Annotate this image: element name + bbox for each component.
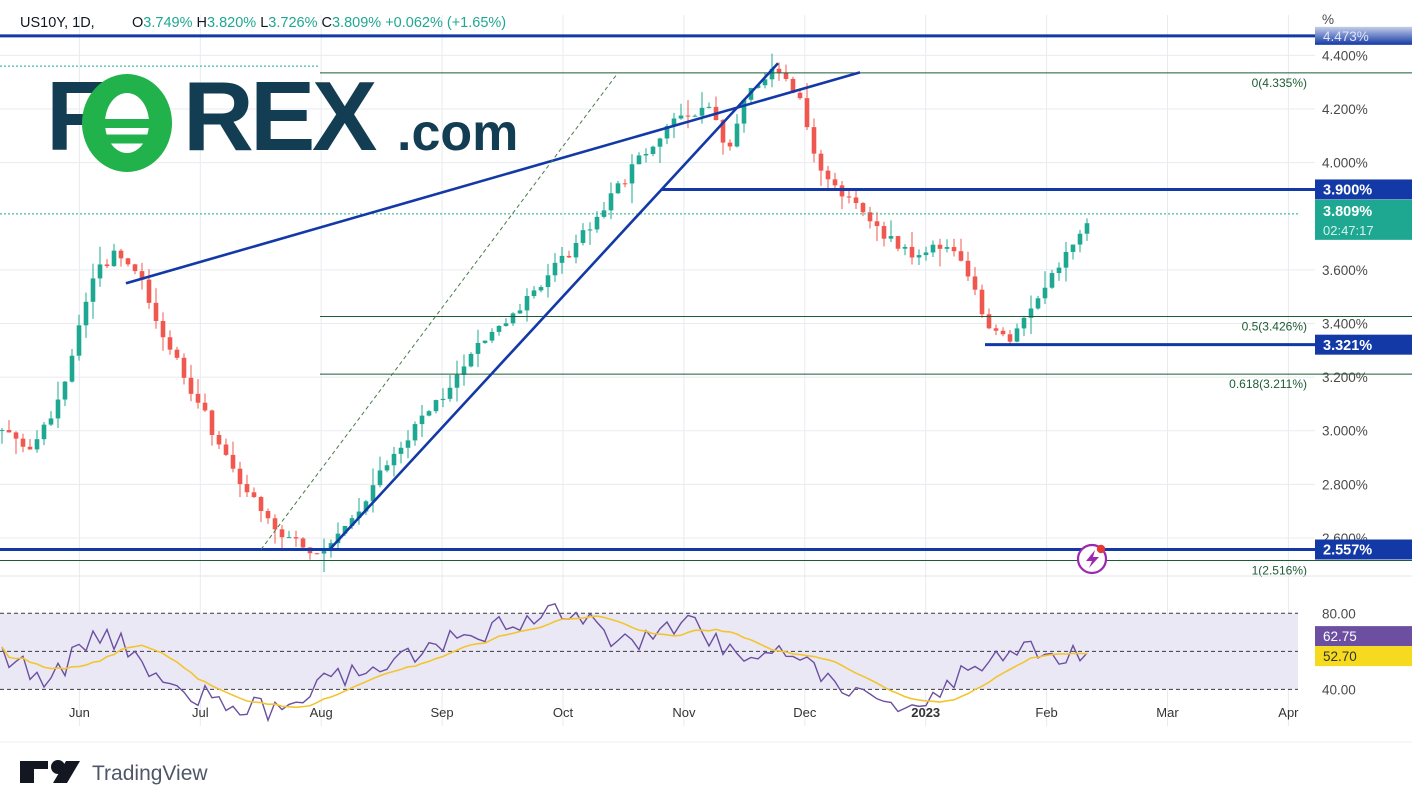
svg-text:2.557%: 2.557% bbox=[1323, 543, 1372, 559]
svg-text:Mar: Mar bbox=[1156, 705, 1179, 720]
svg-text:80.00: 80.00 bbox=[1322, 606, 1356, 621]
svg-text:40.00: 40.00 bbox=[1322, 682, 1356, 697]
svg-text:62.75: 62.75 bbox=[1323, 629, 1357, 644]
svg-text:Jun: Jun bbox=[69, 705, 90, 720]
svg-text:O3.749% H3.820% L3.726% C3.: O3.749% H3.820% L3.726% C3.809% +0.062% … bbox=[132, 15, 506, 31]
svg-text:2023: 2023 bbox=[911, 705, 940, 720]
svg-text:R: R bbox=[183, 61, 254, 171]
svg-text:.com: .com bbox=[397, 104, 518, 162]
svg-text:Dec: Dec bbox=[793, 705, 817, 720]
svg-text:3.600%: 3.600% bbox=[1322, 263, 1368, 278]
svg-text:4.200%: 4.200% bbox=[1322, 102, 1368, 117]
svg-text:Sep: Sep bbox=[431, 705, 454, 720]
svg-text:Oct: Oct bbox=[553, 705, 574, 720]
svg-text:02:47:17: 02:47:17 bbox=[1323, 223, 1374, 238]
svg-text:3.400%: 3.400% bbox=[1322, 317, 1368, 332]
svg-text:Jul: Jul bbox=[192, 705, 209, 720]
svg-text:0.5(3.426%): 0.5(3.426%) bbox=[1242, 320, 1307, 334]
svg-text:Feb: Feb bbox=[1035, 705, 1057, 720]
svg-text:3.200%: 3.200% bbox=[1322, 370, 1368, 385]
svg-text:4.473%: 4.473% bbox=[1323, 29, 1369, 44]
svg-text:0.618(3.211%): 0.618(3.211%) bbox=[1229, 377, 1307, 391]
svg-text:TradingView: TradingView bbox=[92, 762, 208, 785]
svg-text:3.809%: 3.809% bbox=[1323, 204, 1372, 220]
svg-text:3.000%: 3.000% bbox=[1322, 424, 1368, 439]
svg-text:0(4.335%): 0(4.335%) bbox=[1252, 76, 1307, 90]
svg-text:Apr: Apr bbox=[1278, 705, 1299, 720]
svg-text:%: % bbox=[1322, 12, 1334, 27]
svg-text:2.800%: 2.800% bbox=[1322, 477, 1368, 492]
svg-text:3.321%: 3.321% bbox=[1323, 338, 1372, 354]
svg-text:Aug: Aug bbox=[310, 705, 333, 720]
svg-text:4.400%: 4.400% bbox=[1322, 48, 1368, 63]
svg-text:X: X bbox=[312, 61, 377, 171]
svg-text:Nov: Nov bbox=[672, 705, 696, 720]
svg-text:4.000%: 4.000% bbox=[1322, 156, 1368, 171]
svg-text:1(2.516%): 1(2.516%) bbox=[1252, 564, 1307, 578]
svg-text:52.70: 52.70 bbox=[1323, 649, 1357, 664]
svg-text:3.900%: 3.900% bbox=[1323, 183, 1372, 199]
svg-text:US10Y, 1D,: US10Y, 1D, bbox=[20, 15, 95, 31]
svg-text:E: E bbox=[250, 61, 315, 171]
